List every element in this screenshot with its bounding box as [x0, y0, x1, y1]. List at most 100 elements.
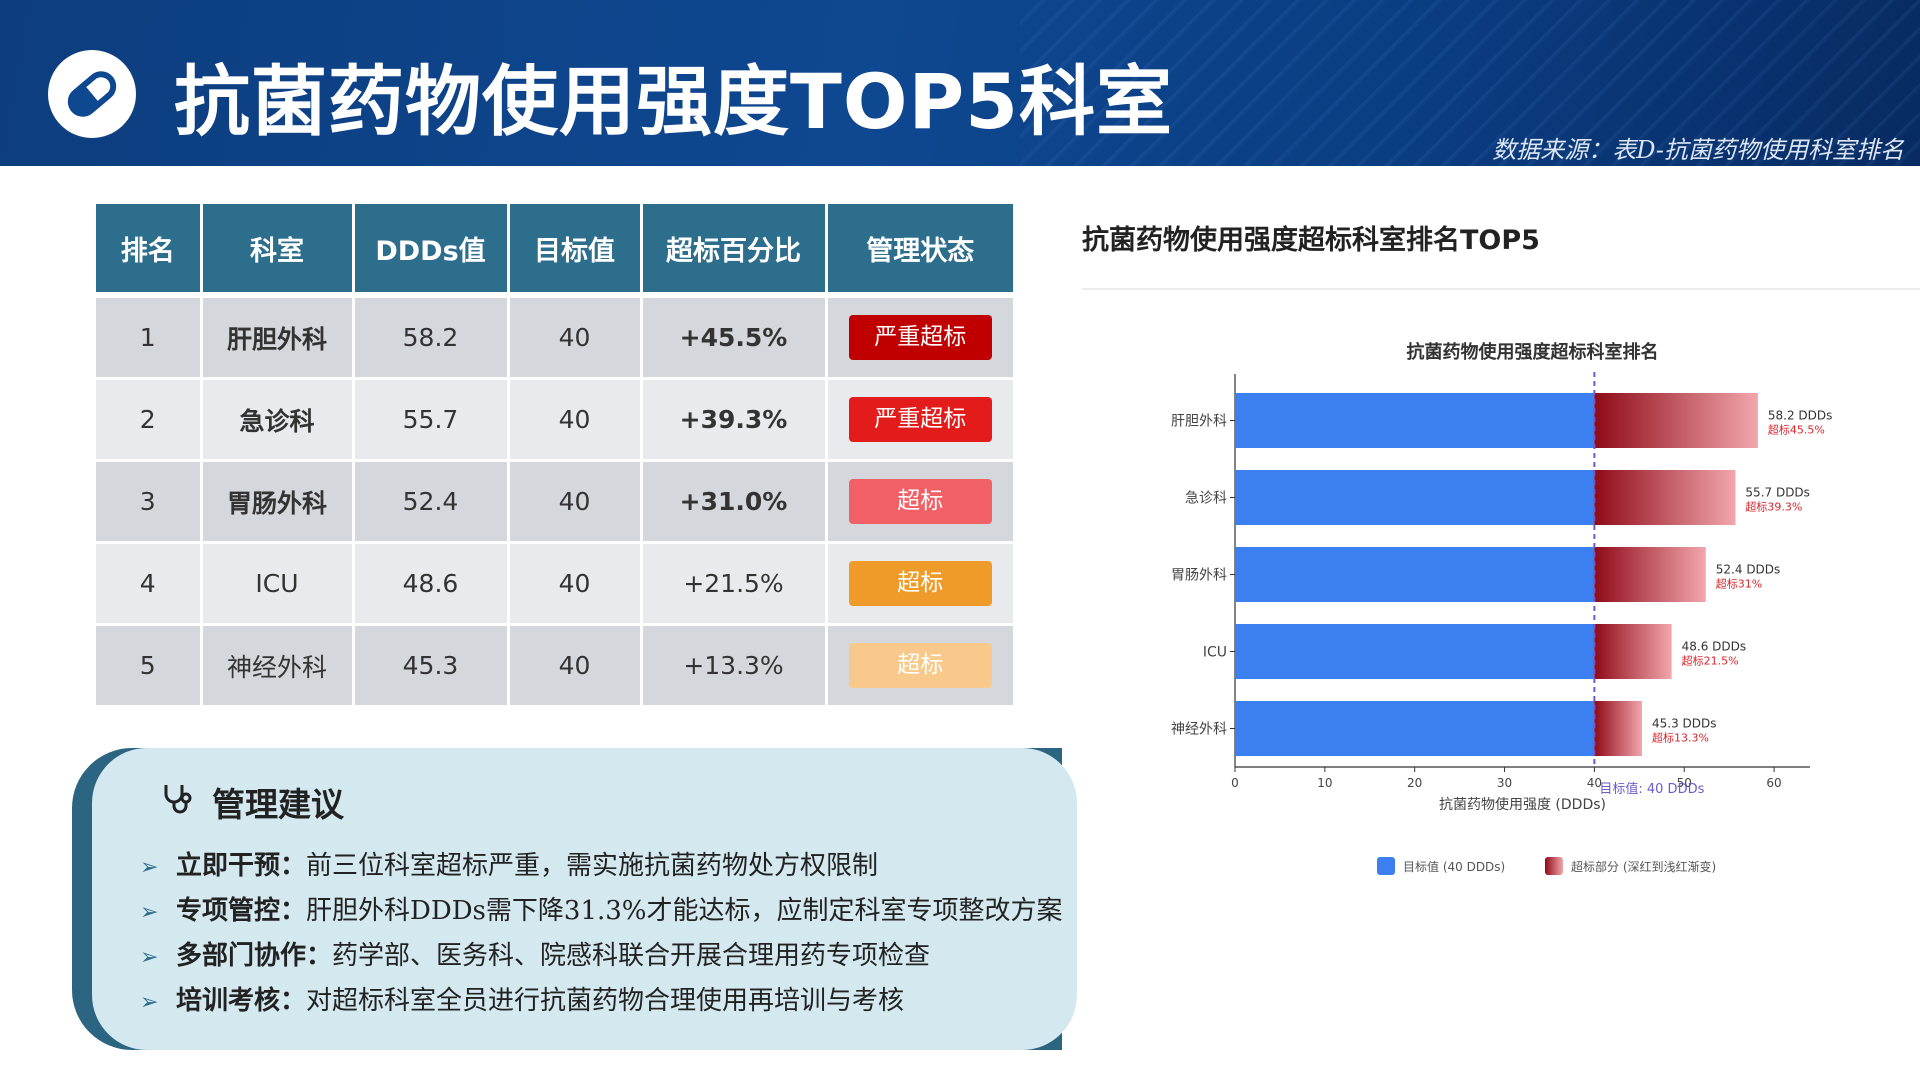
data-label-value: 55.7 DDDs — [1745, 486, 1810, 500]
table-header-row: 排名 科室 DDDs值 目标值 超标百分比 管理状态 — [96, 204, 1013, 298]
table-row: 2 急诊科 55.7 40 +39.3% 严重超标 — [96, 378, 1013, 462]
cell-target: 40 — [508, 542, 643, 626]
bar-excess-1 — [1594, 470, 1736, 525]
table-row: 5 神经外科 45.3 40 +13.3% 超标 — [96, 624, 1013, 708]
column-header-dept: 科室 — [201, 204, 355, 298]
legend-label-target: 目标值 (40 DDDs) — [1403, 859, 1505, 874]
bar-target-0 — [1235, 393, 1595, 448]
data-label-excess: 超标13.3% — [1652, 731, 1709, 745]
header-banner: 抗菌药物使用强度TOP5科室 数据来源：表D-抗菌药物使用科室排名 — [0, 0, 1920, 166]
bar-target-3 — [1235, 624, 1595, 679]
column-header-target: 目标值 — [508, 204, 643, 298]
advice-key: 培训考核： — [176, 986, 307, 1016]
list-item: ➢ 多部门协作：药学部、医务科、院感科联合开展合理用药专项检查 — [140, 934, 1063, 979]
cell-dept: 胃肠外科 — [201, 460, 355, 544]
status-badge: 严重超标 — [848, 397, 992, 442]
cell-target: 40 — [508, 460, 643, 544]
cell-status: 严重超标 — [826, 378, 1013, 462]
advice-key: 多部门协作： — [176, 941, 333, 971]
data-label-excess: 超标21.5% — [1682, 654, 1739, 668]
cell-pct: +21.5% — [641, 542, 828, 626]
chart-title: 抗菌药物使用强度超标科室排名 — [1407, 341, 1659, 363]
cell-dept: 肝胆外科 — [201, 295, 355, 380]
bar-excess-3 — [1594, 624, 1672, 679]
stethoscope-icon — [164, 785, 192, 814]
column-header-rank: 排名 — [96, 204, 203, 298]
logo-badge — [48, 50, 136, 138]
cell-pct: +39.3% — [641, 378, 828, 462]
advice-text: 药学部、医务科、院感科联合开展合理用药专项检查 — [332, 941, 931, 971]
bar-target-1 — [1235, 470, 1595, 525]
cell-rank: 4 — [96, 542, 203, 626]
bar-excess-0 — [1594, 393, 1758, 448]
page-title: 抗菌药物使用强度TOP5科室 — [174, 57, 1174, 146]
advice-title: 管理建议 — [212, 785, 344, 824]
data-label-value: 48.6 DDDs — [1682, 640, 1747, 654]
cell-pct: +31.0% — [641, 460, 828, 544]
cell-status: 超标 — [826, 624, 1013, 708]
cell-rank: 5 — [96, 624, 203, 708]
x-tick-label: 60 — [1766, 776, 1781, 790]
y-tick-label: 肝胆外科 — [1171, 414, 1227, 430]
y-tick-label: ICU — [1203, 645, 1227, 661]
y-tick-label: 神经外科 — [1171, 722, 1227, 738]
y-tick-label: 胃肠外科 — [1171, 568, 1227, 584]
cell-rank: 1 — [96, 295, 203, 380]
cell-dept: 神经外科 — [201, 624, 355, 708]
bar-target-2 — [1235, 547, 1595, 602]
advice-key: 专项管控： — [176, 896, 307, 926]
advice-text: 对超标科室全员进行抗菌药物合理使用再培训与考核 — [306, 986, 905, 1016]
y-tick-label: 急诊科 — [1185, 491, 1227, 507]
bar-target-4 — [1235, 701, 1595, 756]
table-row: 4 ICU 48.6 40 +21.5% 超标 — [96, 542, 1013, 626]
legend-swatch-target — [1377, 857, 1395, 875]
status-badge: 严重超标 — [848, 315, 992, 360]
legend-swatch-excess — [1545, 857, 1563, 875]
data-label-excess: 超标31% — [1716, 577, 1762, 591]
cell-target: 40 — [508, 624, 643, 708]
chart-panel-title: 抗菌药物使用强度超标科室排名TOP5 — [1082, 225, 1540, 256]
data-label-value: 52.4 DDDs — [1716, 563, 1781, 577]
x-tick-label: 10 — [1317, 776, 1332, 790]
ranking-table: 排名 科室 DDDs值 目标值 超标百分比 管理状态 1 肝胆外科 58.2 40 +4… — [96, 204, 1013, 708]
column-header-pct: 超标百分比 — [641, 204, 828, 298]
advice-text: 肝胆外科DDDs需下降31.3%才能达标，应制定科室专项整改方案 — [306, 896, 1063, 926]
cell-ddds: 45.3 — [353, 624, 510, 708]
list-item: ➢ 专项管控：肝胆外科DDDs需下降31.3%才能达标，应制定科室专项整改方案 — [140, 889, 1063, 934]
data-label-excess: 超标39.3% — [1745, 500, 1802, 514]
column-header-status: 管理状态 — [826, 204, 1013, 298]
x-tick-label: 0 — [1231, 776, 1239, 790]
cell-rank: 2 — [96, 378, 203, 462]
header-decoration — [1020, 0, 1920, 166]
advice-box: 管理建议 ➢ 立即干预：前三位科室超标严重，需实施抗菌药物处方权限制 ➢ 专项管控：… — [92, 748, 1077, 1050]
table-row: 1 肝胆外科 58.2 40 +45.5% 严重超标 — [96, 295, 1013, 380]
arrow-icon: ➢ — [140, 945, 159, 970]
cell-status: 超标 — [826, 542, 1013, 626]
advice-text: 前三位科室超标严重，需实施抗菌药物处方权限制 — [306, 851, 879, 881]
arrow-icon: ➢ — [140, 900, 159, 925]
cell-target: 40 — [508, 378, 643, 462]
data-label-excess: 超标45.5% — [1768, 423, 1825, 437]
data-label-value: 58.2 DDDs — [1768, 409, 1833, 423]
arrow-icon: ➢ — [140, 990, 159, 1015]
list-item: ➢ 立即干预：前三位科室超标严重，需实施抗菌药物处方权限制 — [140, 844, 1063, 889]
column-header-ddds: DDDs值 — [353, 204, 510, 298]
x-tick-label: 50 — [1677, 776, 1692, 790]
cell-pct: +13.3% — [641, 624, 828, 708]
cell-dept: 急诊科 — [201, 378, 355, 462]
table-body: 1 肝胆外科 58.2 40 +45.5% 严重超标 2 急诊科 55.7 40 +39.3% 严重超… — [96, 295, 1013, 708]
cell-status: 严重超标 — [826, 295, 1013, 380]
cell-ddds: 48.6 — [353, 542, 510, 626]
cell-ddds: 55.7 — [353, 378, 510, 462]
cell-rank: 3 — [96, 460, 203, 544]
data-label-value: 45.3 DDDs — [1652, 717, 1717, 731]
cell-ddds: 52.4 — [353, 460, 510, 544]
cell-status: 超标 — [826, 460, 1013, 544]
ranking-table-container: 排名 科室 DDDs值 目标值 超标百分比 管理状态 1 肝胆外科 58.2 40 +4… — [96, 204, 1013, 708]
data-source-note: 数据来源：表D-抗菌药物使用科室排名 — [1492, 136, 1904, 164]
status-badge: 超标 — [848, 479, 992, 524]
list-item: ➢ 培训考核：对超标科室全员进行抗菌药物合理使用再培训与考核 — [140, 979, 1063, 1024]
x-tick-label: 20 — [1407, 776, 1422, 790]
advice-list: ➢ 立即干预：前三位科室超标严重，需实施抗菌药物处方权限制 ➢ 专项管控：肝胆外科D… — [140, 844, 1063, 1024]
